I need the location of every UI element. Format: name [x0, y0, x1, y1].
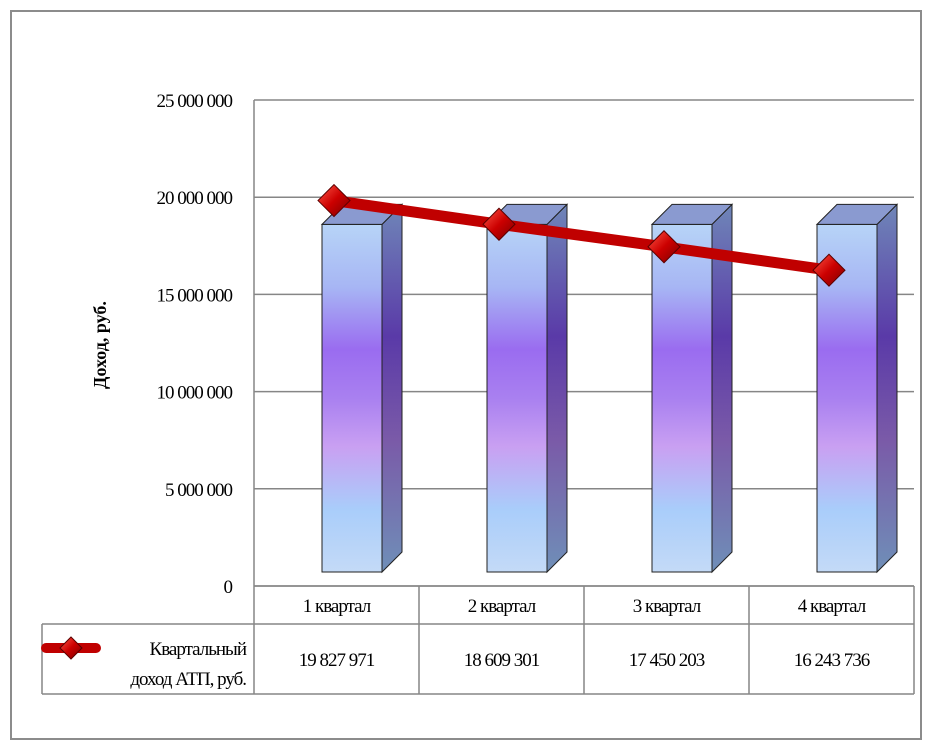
x-tick-label: 3 квартал — [633, 596, 702, 617]
legend-label: Квартальный — [150, 639, 247, 660]
bar-top — [815, 203, 899, 225]
y-axis-label: Доход, руб. — [90, 301, 110, 389]
y-tick-label: 10 000 000 — [157, 383, 233, 404]
series-marker — [647, 230, 681, 264]
legend-label: доход АТП, руб. — [130, 669, 246, 690]
y-tick-label: 25 000 000 — [157, 91, 233, 112]
y-tick-label: 20 000 000 — [157, 188, 233, 209]
series-marker — [482, 207, 516, 241]
bar-side — [546, 203, 568, 574]
data-table: 1 квартал 19 827 971 2 квартал 18 609 301 3 … — [41, 585, 915, 695]
revenue-line — [317, 183, 846, 287]
data-label: 19 827 971 — [299, 650, 375, 671]
y-tick-label: 15 000 000 — [157, 285, 233, 306]
bar — [485, 203, 569, 574]
x-tick-label: 4 квартал — [798, 596, 867, 617]
data-label: 16 243 736 — [794, 650, 870, 671]
bars — [320, 203, 899, 574]
y-tick-label: 5 000 000 — [165, 480, 233, 501]
legend-marker-key — [59, 636, 83, 660]
data-label: 18 609 301 — [464, 650, 540, 671]
bar — [320, 203, 404, 574]
series-line — [328, 195, 835, 276]
bar — [650, 203, 734, 574]
bar-side — [381, 203, 403, 574]
data-label: 17 450 203 — [629, 650, 705, 671]
bar-front — [321, 223, 383, 573]
bar-front — [486, 223, 548, 573]
bar-front — [651, 223, 713, 573]
series-marker — [812, 253, 846, 287]
bar-top — [650, 203, 734, 225]
x-tick-label: 2 квартал — [468, 596, 537, 617]
x-tick-label: 1 квартал — [303, 596, 372, 617]
chart-frame — [10, 10, 922, 740]
y-tick-label: 0 — [224, 577, 233, 598]
series-marker — [317, 183, 351, 218]
y-axis-ticks: 0 5 000 000 10 000 000 15 000 000 20 000 000… — [157, 91, 234, 598]
bar-side — [876, 203, 898, 574]
